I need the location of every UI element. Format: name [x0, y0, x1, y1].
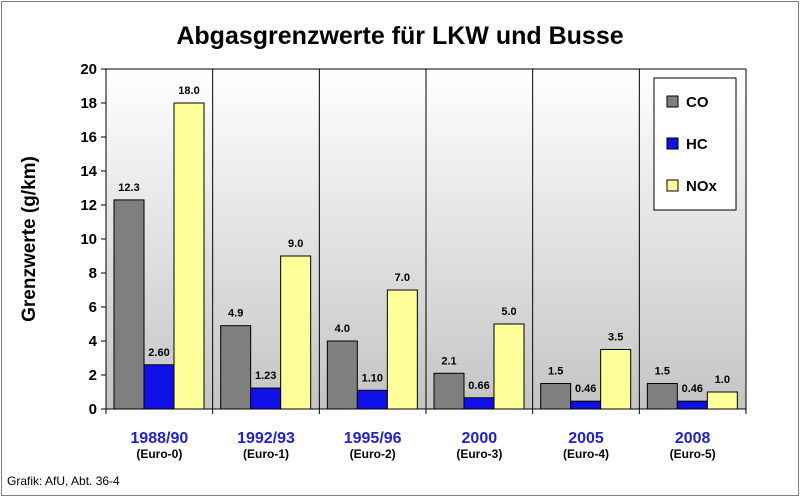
- bar-co: [433, 372, 465, 410]
- data-label: 0.46: [682, 383, 703, 395]
- data-label: 12.3: [118, 182, 139, 194]
- legend-swatch: [666, 95, 679, 108]
- x-category-sublabel: (Euro-1): [243, 447, 289, 461]
- bar-co: [540, 383, 572, 410]
- legend-swatch: [666, 179, 679, 192]
- data-label: 1.0: [715, 374, 730, 386]
- data-label: 1.10: [362, 372, 383, 384]
- bar-nox: [493, 323, 525, 410]
- y-tick-label: 18: [80, 95, 97, 112]
- bar-nox: [173, 102, 205, 410]
- x-category-label: 1995/96: [344, 430, 402, 447]
- x-category-sublabel: (Euro-5): [670, 447, 716, 461]
- x-category-sublabel: (Euro-0): [136, 447, 182, 461]
- bar-co: [326, 340, 358, 410]
- bar-nox: [386, 289, 418, 410]
- data-label: 4.0: [335, 323, 350, 335]
- source-credit: Grafik: AfU, Abt. 36-4: [7, 474, 120, 488]
- x-category-label: 1988/90: [130, 430, 188, 447]
- x-category-label: 2008: [675, 430, 711, 447]
- data-label: 1.5: [655, 366, 670, 378]
- y-tick-label: 16: [80, 129, 97, 146]
- bar-nox: [600, 349, 632, 410]
- y-tick-label: 4: [89, 333, 98, 350]
- legend-label: HC: [686, 136, 708, 153]
- y-tick-label: 8: [89, 265, 97, 282]
- bar-nox: [280, 255, 312, 410]
- x-category-label: 2005: [568, 430, 604, 447]
- data-label: 1.23: [255, 370, 276, 382]
- data-label: 4.9: [228, 308, 243, 320]
- data-label: 0.66: [468, 380, 489, 392]
- legend-swatch: [666, 137, 679, 150]
- bar-hc: [463, 397, 495, 410]
- bar-hc: [143, 364, 175, 410]
- bar-nox: [706, 391, 738, 410]
- bar-hc: [250, 387, 282, 410]
- legend-label: CO: [686, 94, 709, 111]
- bar-hc: [570, 400, 602, 410]
- y-tick-label: 6: [89, 299, 97, 316]
- data-label: 3.5: [608, 332, 623, 344]
- y-tick-label: 0: [89, 401, 97, 418]
- data-label: 0.46: [575, 383, 596, 395]
- y-tick-label: 10: [80, 231, 97, 248]
- legend-label: NOx: [686, 178, 718, 195]
- data-label: 2.60: [148, 347, 169, 359]
- data-label: 7.0: [395, 272, 410, 284]
- bar-co: [220, 325, 252, 410]
- bar-hc: [676, 400, 708, 410]
- y-tick-label: 2: [89, 367, 97, 384]
- bar-hc: [356, 389, 388, 410]
- y-tick-label: 14: [80, 163, 97, 180]
- x-category-label: 2000: [462, 430, 498, 447]
- chart-title: Abgasgrenzwerte für LKW und Busse: [176, 22, 624, 50]
- x-category-label: 1992/93: [237, 430, 295, 447]
- bar-co: [646, 383, 678, 410]
- y-tick-label: 12: [80, 197, 97, 214]
- data-label: 1.5: [548, 366, 563, 378]
- x-category-sublabel: (Euro-2): [350, 447, 396, 461]
- data-label: 18.0: [178, 85, 199, 97]
- data-label: 5.0: [501, 306, 516, 318]
- data-label: 2.1: [441, 355, 456, 367]
- y-tick-label: 20: [80, 61, 97, 78]
- bar-co: [113, 199, 145, 410]
- x-category-sublabel: (Euro-3): [456, 447, 502, 461]
- data-label: 9.0: [288, 238, 303, 250]
- x-category-sublabel: (Euro-4): [563, 447, 609, 461]
